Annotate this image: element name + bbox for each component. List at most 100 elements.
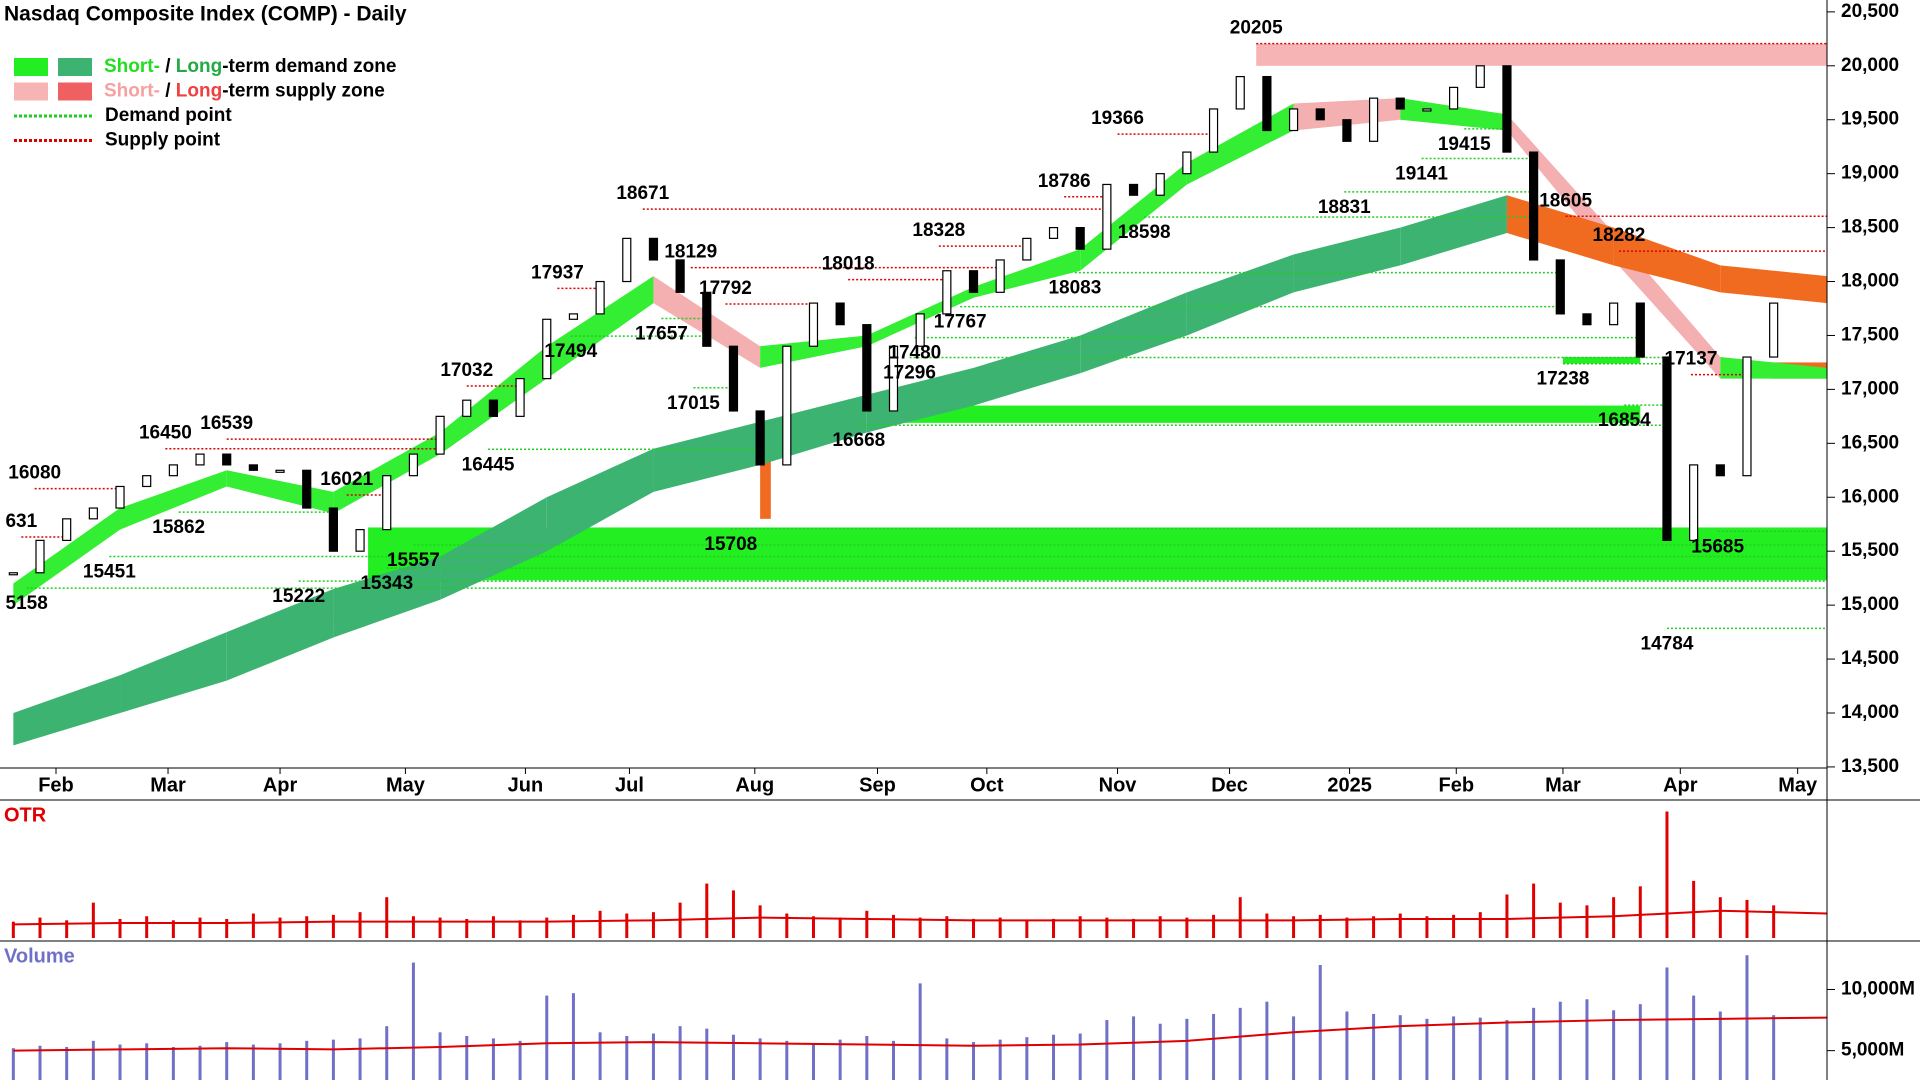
otr-bar: [278, 917, 282, 938]
x-tick-label: Aug: [735, 774, 774, 796]
x-tick-label: Mar: [150, 774, 186, 796]
candle: [755, 410, 765, 466]
candle: [1662, 356, 1672, 542]
price-label: 17494: [544, 341, 597, 362]
candle: [1208, 108, 1219, 153]
candle: [702, 291, 712, 347]
price-label: 17032: [440, 360, 493, 381]
volume-bar: [118, 1044, 122, 1080]
legend-part: -term supply zone: [222, 81, 385, 102]
otr-bar: [1212, 914, 1216, 938]
otr-bar: [1398, 913, 1402, 938]
legend-part: -term demand zone: [222, 56, 396, 77]
otr-bar: [1505, 894, 1509, 938]
x-tick-label: Oct: [970, 774, 1004, 796]
volume-bar: [598, 1032, 602, 1080]
candle: [942, 270, 952, 315]
price-label: 18129: [664, 242, 717, 263]
price-label: 631: [5, 511, 37, 532]
volume-bar: [1532, 1007, 1536, 1080]
zone: [888, 405, 1641, 423]
volume-bar: [945, 1038, 949, 1080]
legend-part: /: [160, 56, 176, 77]
long-band: [440, 497, 547, 600]
candle: [728, 345, 739, 412]
price-label: 18786: [1038, 171, 1091, 192]
candle: [1769, 302, 1779, 358]
price-label: 18671: [616, 183, 669, 204]
candle: [1262, 75, 1272, 132]
price-label: 19141: [1395, 163, 1448, 184]
long-band: [546, 448, 654, 552]
volume-bar: [1158, 1023, 1162, 1080]
volume-bar: [438, 1032, 442, 1080]
volume-bar: [731, 1034, 735, 1080]
candle: [1742, 356, 1752, 477]
otr-bar: [945, 916, 949, 938]
otr-bar: [1425, 916, 1429, 938]
otr-bar: [758, 905, 762, 938]
otr-bar: [145, 916, 149, 938]
x-tick-label: Sep: [859, 774, 896, 796]
price-label: 18605: [1539, 190, 1592, 211]
otr-bar: [91, 902, 95, 938]
y-tick-label: 14,000: [1841, 702, 1899, 723]
volume-bar: [1318, 965, 1322, 1080]
otr-bar: [1265, 913, 1269, 938]
otr-bar: [1638, 886, 1642, 938]
otr-bar: [171, 920, 175, 938]
otr-bar: [1185, 917, 1189, 938]
candle: [275, 469, 285, 473]
otr-bar: [1132, 918, 1136, 938]
otr-bar: [411, 916, 415, 938]
otr-bar: [1025, 920, 1029, 938]
volume-bar: [198, 1045, 202, 1080]
otr-bar: [625, 913, 629, 938]
volume-bar: [811, 1043, 815, 1080]
otr-bar: [1078, 916, 1082, 938]
candle: [622, 237, 632, 283]
price-label: 16445: [462, 454, 515, 475]
candle: [1395, 97, 1405, 110]
candle: [782, 345, 792, 466]
candle: [675, 259, 685, 293]
volume-bar: [1638, 1004, 1642, 1080]
otr-bar: [918, 917, 922, 938]
otr-bar: [811, 916, 815, 938]
price-label: 16539: [200, 413, 253, 434]
candle: [1609, 302, 1619, 326]
candle: [888, 345, 899, 412]
volume-bar: [1558, 1001, 1562, 1080]
zone: [760, 432, 771, 519]
legend-label: Short- / Long-term demand zone: [104, 56, 396, 77]
volume-bar: [1292, 1016, 1296, 1080]
y-tick-label: 14,500: [1841, 648, 1899, 669]
otr-bar: [785, 913, 789, 938]
price-label: 16080: [8, 463, 61, 484]
otr-bar: [998, 917, 1002, 938]
otr-bar: [1612, 897, 1616, 938]
x-tick-label: Dec: [1211, 774, 1248, 796]
volume-bar: [1372, 1013, 1376, 1080]
volume-bar: [278, 1043, 282, 1080]
volume-bar: [1052, 1034, 1056, 1080]
candle: [1102, 183, 1112, 250]
long-band: [120, 632, 227, 713]
otr-bar: [1585, 905, 1589, 938]
x-tick-label: Apr: [1663, 774, 1698, 796]
otr-bar: [331, 914, 335, 938]
otr-bar: [225, 918, 229, 938]
volume-bar: [1265, 1001, 1269, 1080]
volume-bar: [1025, 1037, 1029, 1080]
x-tick-label: Feb: [38, 774, 74, 796]
otr-bar: [1105, 917, 1109, 938]
volume-bar: [838, 1039, 842, 1080]
short-band: [333, 432, 441, 514]
volume-bar: [998, 1039, 1002, 1080]
otr-bar: [972, 918, 976, 938]
x-tick-label: Nov: [1099, 774, 1138, 796]
otr-bar: [1345, 917, 1349, 938]
otr-bar: [571, 914, 575, 938]
price-label: 16450: [139, 423, 192, 444]
legend-part: Supply point: [105, 130, 221, 151]
